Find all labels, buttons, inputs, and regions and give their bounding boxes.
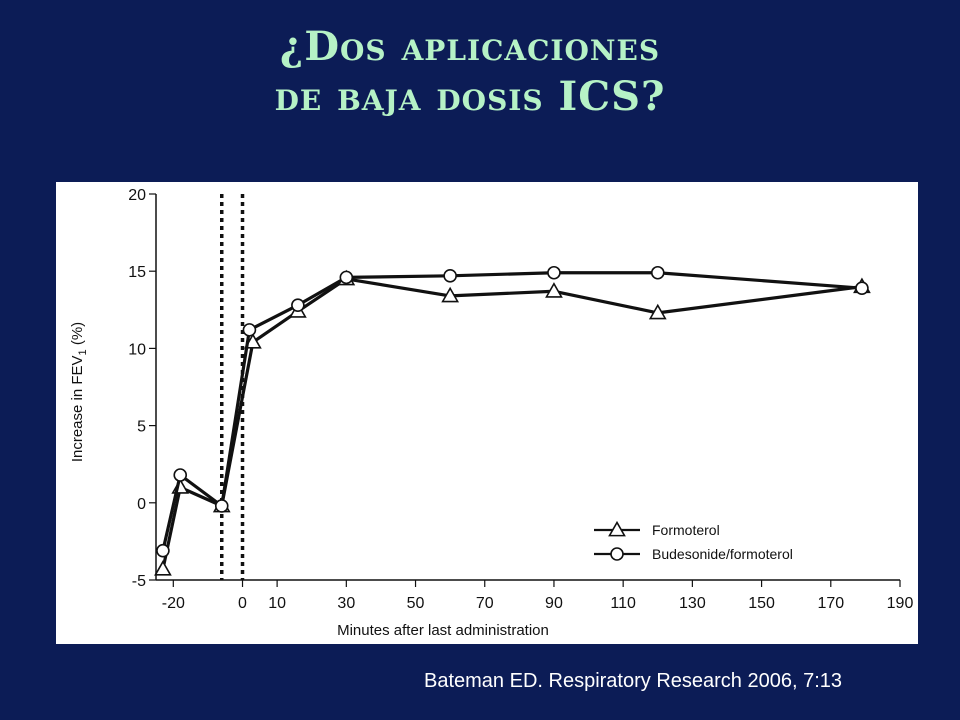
data-point-budesonide-formoterol <box>339 270 354 285</box>
legend: Formoterol Budesonide/formoterol <box>594 520 793 562</box>
x-tick-label: 90 <box>545 595 563 612</box>
series-layer <box>154 265 871 576</box>
x-tick-label: 0 <box>238 595 247 612</box>
slide-title: ¿Dos aplicaciones de baja dosis ICS? <box>0 22 940 122</box>
axes-layer: -5 0 5 10 15 20 -20 0 10 30 50 70 90 110 130 150 170 190 <box>128 187 913 612</box>
data-point-budesonide-formoterol <box>443 269 457 283</box>
x-axis-label: Minutes after last administration <box>337 622 549 639</box>
legend-marker-budesonide-formoterol <box>610 547 624 561</box>
y-tick-label: 0 <box>137 496 146 513</box>
y-tick-label: 20 <box>128 187 146 204</box>
series-line-budesonide-formoterol <box>161 271 863 552</box>
x-tick-label: 50 <box>407 595 425 612</box>
y-axis-label-subscript: 1 <box>77 349 89 355</box>
data-point-budesonide-formoterol <box>214 499 229 513</box>
x-tick-label: -20 <box>162 595 185 612</box>
x-tick-label: 110 <box>610 595 636 612</box>
x-tick-label: 10 <box>268 595 286 612</box>
y-axis-label: Increase in FEV1 (%) <box>69 322 89 462</box>
y-axis-label-tail: (%) <box>69 322 86 350</box>
x-tick-label: 130 <box>679 595 706 612</box>
data-point-budesonide-formoterol <box>173 468 188 482</box>
data-point-budesonide-formoterol <box>291 298 305 312</box>
data-point-formoterol <box>545 282 563 298</box>
x-tick-label: 190 <box>887 595 914 612</box>
x-tick-label: 70 <box>476 595 494 612</box>
legend-marker-formoterol <box>608 520 626 537</box>
data-point-budesonide-formoterol <box>156 543 170 558</box>
data-point-budesonide-formoterol <box>242 323 257 337</box>
x-tick-label: 150 <box>748 595 775 612</box>
series-line-formoterol <box>161 277 863 570</box>
y-tick-label: 5 <box>137 419 146 436</box>
data-point-budesonide-formoterol <box>547 265 561 280</box>
data-point-formoterol <box>441 286 460 303</box>
chart-panel: -5 0 5 10 15 20 -20 0 10 30 50 70 90 110 130 150 170 190 … <box>56 182 918 644</box>
data-point-formoterol <box>154 560 172 576</box>
data-point-budesonide-formoterol <box>650 265 665 280</box>
data-point-budesonide-formoterol <box>855 281 869 295</box>
legend-label-budesonide-formoterol: Budesonide/formoterol <box>652 546 793 562</box>
x-tick-label: 30 <box>337 595 355 612</box>
slide-title-line-2: de baja dosis ICS? <box>274 73 666 120</box>
legend-label-formoterol: Formoterol <box>652 522 720 538</box>
citation: Bateman ED. Respiratory Research 2006, 7… <box>424 670 842 692</box>
y-tick-label: 10 <box>128 341 146 358</box>
slide-title-line-1: ¿Dos aplicaciones <box>279 23 661 70</box>
y-tick-label: -5 <box>132 573 146 590</box>
data-point-formoterol <box>648 303 667 320</box>
y-axis-label-main: Increase in FEV <box>69 355 86 462</box>
y-tick-label: 15 <box>128 264 146 281</box>
x-tick-label: 170 <box>817 595 844 612</box>
